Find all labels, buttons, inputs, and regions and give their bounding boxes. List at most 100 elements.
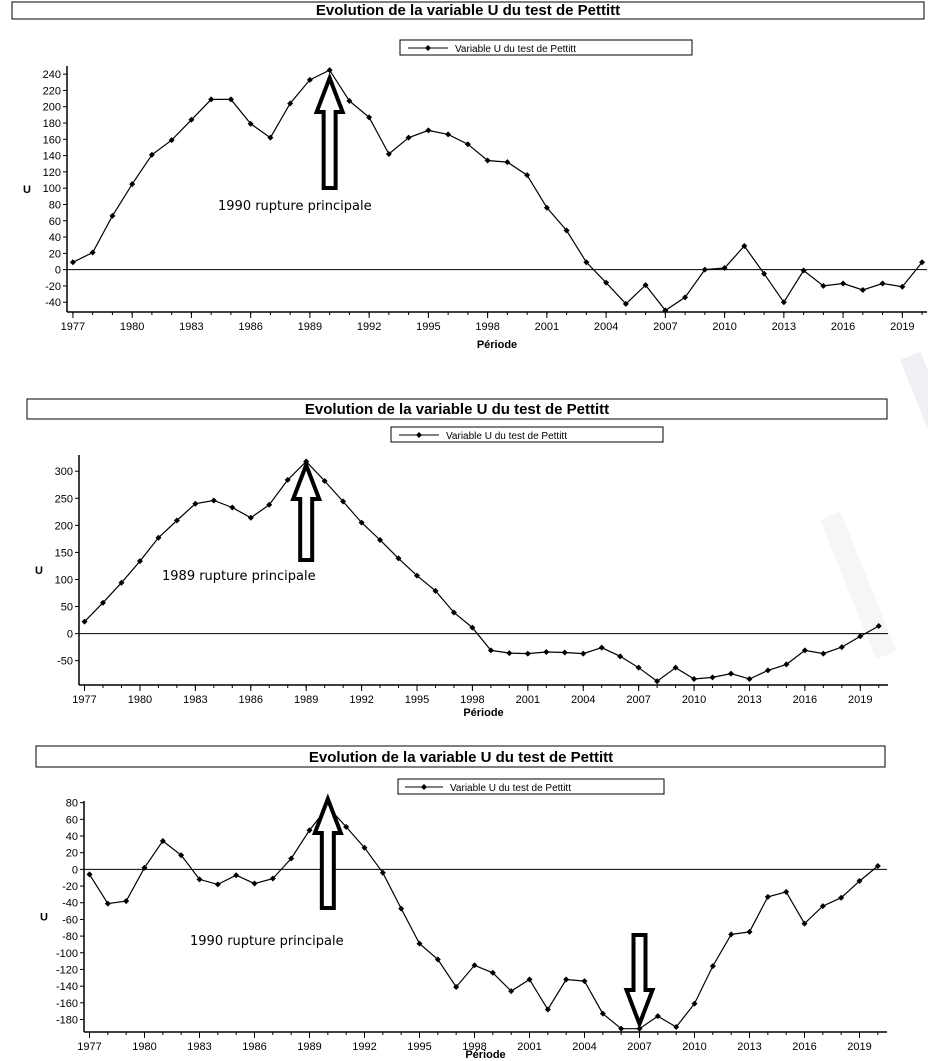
series-line (88, 805, 879, 1030)
data-point (104, 900, 111, 907)
data-point (100, 599, 107, 606)
data-point (524, 172, 531, 179)
y-tick-label: 300 (55, 466, 73, 478)
data-point (326, 67, 333, 74)
x-tick-label: 1989 (294, 694, 318, 706)
data-point (617, 653, 624, 660)
data-point (721, 265, 728, 272)
x-tick-label: 1983 (187, 1041, 211, 1053)
chart-title: Evolution de la variable U du test de Pe… (309, 749, 613, 766)
data-point (358, 519, 365, 526)
data-point (801, 920, 808, 927)
data-point (155, 534, 162, 541)
data-point (543, 648, 550, 655)
data-point (840, 280, 847, 287)
rupture-arrow (311, 793, 344, 910)
legend: Variable U du test de Pettitt (390, 426, 664, 443)
data-point (524, 650, 531, 657)
data-point (173, 517, 180, 524)
y-tick-label: 60 (66, 814, 78, 826)
data-point (405, 134, 412, 141)
x-tick-label: 2013 (737, 694, 761, 706)
data-point (875, 623, 882, 630)
data-point (118, 579, 125, 586)
x-tick-label: 1980 (132, 1041, 156, 1053)
chart-title-box (26, 398, 888, 420)
x-tick-label: 2019 (848, 694, 872, 706)
data-point (857, 633, 864, 640)
data-point (346, 98, 353, 105)
data-point (874, 863, 881, 870)
y-tick-label: 0 (72, 864, 78, 876)
data-point (543, 204, 550, 211)
legend: Variable U du test de Pettitt (397, 778, 665, 795)
data-point (69, 259, 76, 266)
y-tick-label: -50 (57, 656, 73, 668)
chart-panel-1: Evolution de la variable U du test de Pe… (0, 0, 928, 360)
data-point (654, 678, 661, 685)
data-point (469, 624, 476, 631)
y-tick-label: -180 (56, 1014, 78, 1026)
data-point (741, 243, 748, 250)
legend-box (390, 426, 664, 443)
data-point (188, 116, 195, 123)
rupture-arrow (313, 72, 346, 190)
data-point (425, 127, 432, 134)
data-point (635, 664, 642, 671)
data-point (746, 928, 753, 935)
data-point (783, 661, 790, 668)
y-tick-label: -40 (45, 297, 61, 309)
data-point (377, 536, 384, 543)
chart-svg-2: Evolution de la variable U du test de Pe… (26, 398, 888, 719)
data-point (701, 266, 708, 273)
y-tick-label: -40 (62, 898, 78, 910)
data-point (321, 477, 328, 484)
x-tick-label: 1986 (239, 694, 263, 706)
x-tick-label: 1998 (462, 1041, 486, 1053)
y-tick-label: 220 (43, 85, 61, 97)
data-point (526, 976, 533, 983)
rupture-annotation: 1989 rupture principale (162, 569, 316, 584)
x-tick-label: 1992 (349, 694, 373, 706)
y-tick-label: 160 (43, 134, 61, 146)
data-point (247, 514, 254, 521)
legend-label: Variable U du test de Pettitt (446, 431, 567, 442)
x-tick-label: 2016 (831, 321, 855, 333)
data-point (284, 476, 291, 483)
x-tick-label: 1977 (72, 694, 96, 706)
data-point (919, 259, 926, 266)
y-tick-label: 200 (55, 520, 73, 532)
data-point (81, 618, 88, 625)
data-point (432, 587, 439, 594)
x-tick-label: 2004 (572, 1041, 596, 1053)
x-tick-label: 2007 (653, 321, 677, 333)
data-point (563, 227, 570, 234)
y-tick-label: -160 (56, 998, 78, 1010)
data-point (820, 650, 827, 657)
data-point (229, 504, 236, 511)
data-point (214, 881, 221, 888)
x-tick-label: 2001 (516, 694, 540, 706)
data-point (395, 555, 402, 562)
x-tick-label: 2004 (571, 694, 595, 706)
y-tick-label: -20 (62, 881, 78, 893)
x-tick-label: 2007 (626, 694, 650, 706)
data-point (780, 299, 787, 306)
y-tick-label: 60 (49, 216, 61, 228)
y-tick-label: -100 (56, 948, 78, 960)
y-tick-label: 100 (55, 574, 73, 586)
y-tick-label: -120 (56, 964, 78, 976)
data-point (416, 940, 423, 947)
data-point (838, 894, 845, 901)
data-point (227, 96, 234, 103)
data-point (599, 1010, 606, 1017)
data-point (129, 181, 136, 188)
legend-box (399, 39, 693, 56)
x-tick-label: 1983 (183, 694, 207, 706)
rupture-arrow (290, 459, 323, 562)
data-point (287, 100, 294, 107)
legend-label: Variable U du test de Pettitt (455, 44, 576, 55)
y-tick-label: 20 (49, 248, 61, 260)
y-tick-label: 240 (43, 69, 61, 81)
plot-area: 80 60 40 20 0 -20 -40 -60 -80 -100 -120 -140 -160 -18… (40, 793, 887, 1061)
